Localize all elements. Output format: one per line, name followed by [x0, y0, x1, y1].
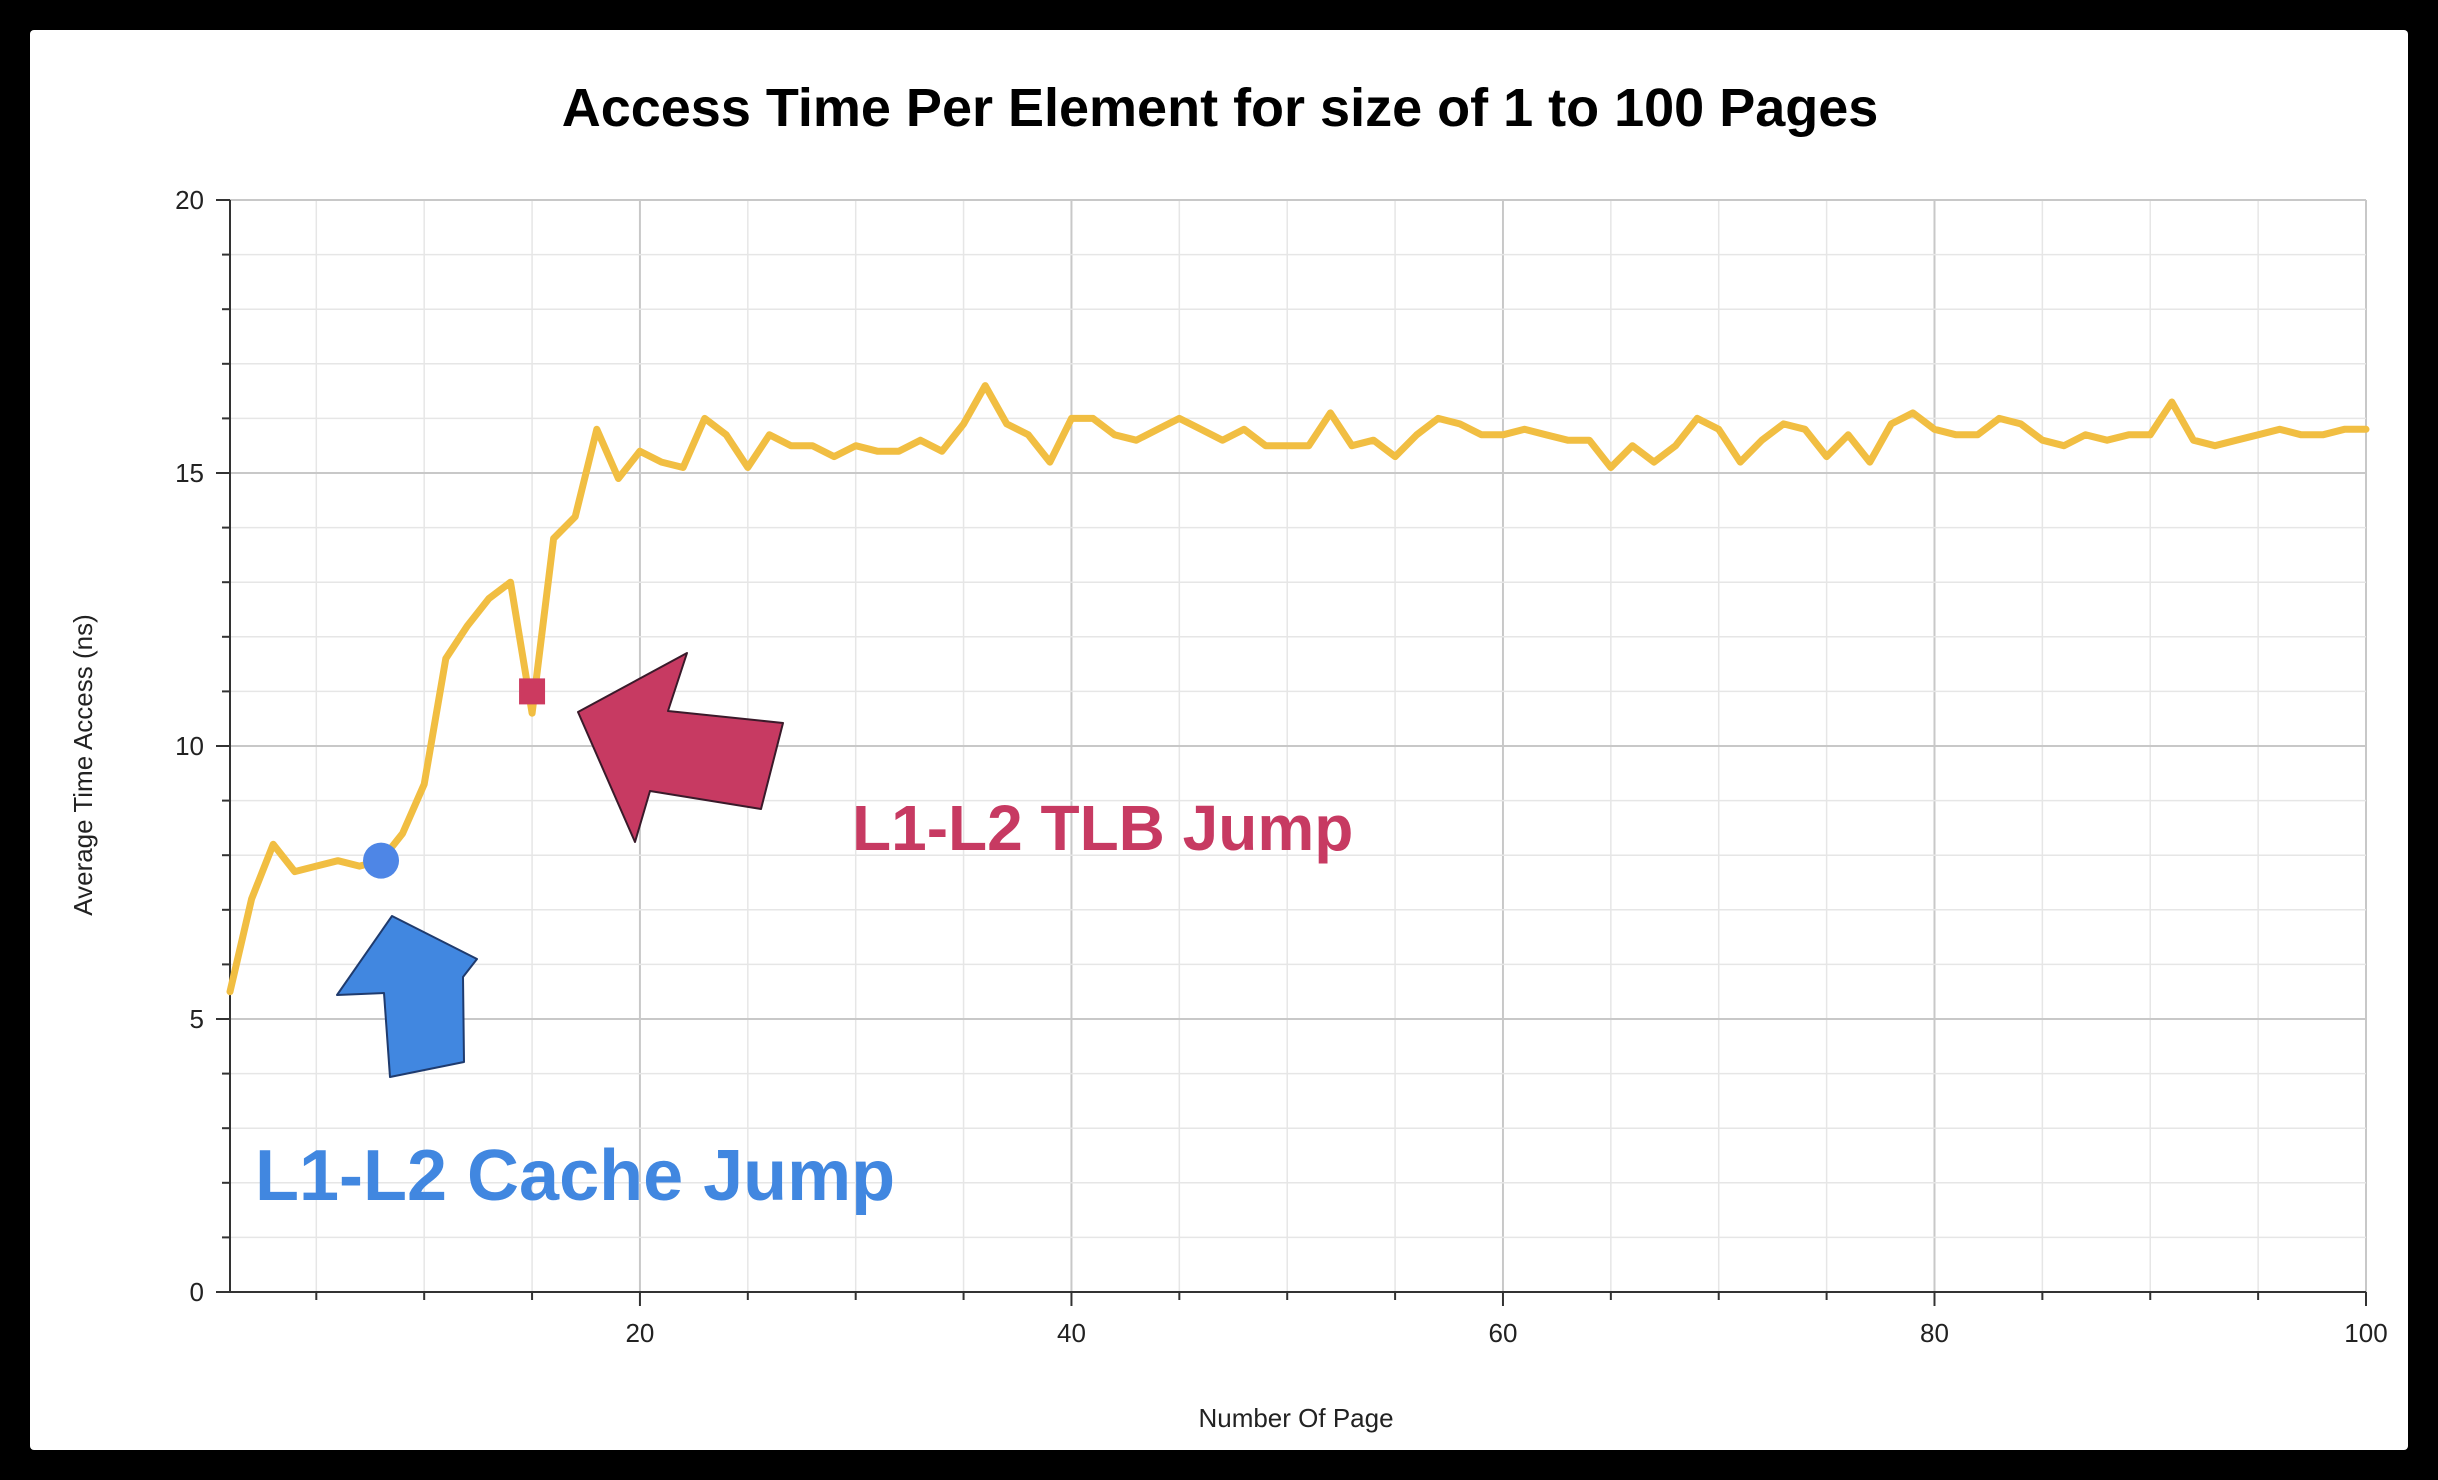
grid [230, 199, 2367, 1292]
x-tick-label: 100 [2344, 1318, 2387, 1348]
cache-jump-annotation: L1-L2 Cache Jump [255, 1136, 895, 1216]
y-tick-label: 0 [190, 1277, 204, 1307]
x-axis-label: Number Of Page [1198, 1403, 1393, 1433]
axes [216, 199, 2367, 1306]
x-tick-label: 40 [1057, 1318, 1086, 1348]
chart-frame: Access Time Per Element for size of 1 to… [30, 30, 2408, 1450]
cache-jump-marker [363, 842, 400, 879]
cache-jump-arrow-icon [336, 915, 478, 1078]
chart-title: Access Time Per Element for size of 1 to… [562, 78, 1879, 138]
tlb-jump-annotation: L1-L2 TLB Jump [852, 792, 1353, 864]
x-tick-label: 80 [1920, 1318, 1949, 1348]
y-axis-label: Average Time Access (ns) [68, 614, 98, 916]
series-line [226, 382, 2370, 996]
x-tick-label: 20 [625, 1318, 654, 1348]
tlb-jump-arrow-icon [577, 652, 784, 843]
line-chart: Access Time Per Element for size of 1 to… [68, 78, 2388, 1433]
tlb-jump-marker [519, 678, 546, 705]
y-tick-label: 5 [190, 1004, 204, 1034]
y-tick-label: 20 [175, 185, 204, 215]
x-tick-label: 60 [1489, 1318, 1518, 1348]
markers [363, 678, 546, 879]
series [226, 382, 2370, 996]
y-tick-label: 15 [175, 458, 204, 488]
y-tick-label: 10 [175, 731, 204, 761]
tick-labels: 0 5 10 15 20 20 40 60 80 100 [175, 185, 2388, 1348]
